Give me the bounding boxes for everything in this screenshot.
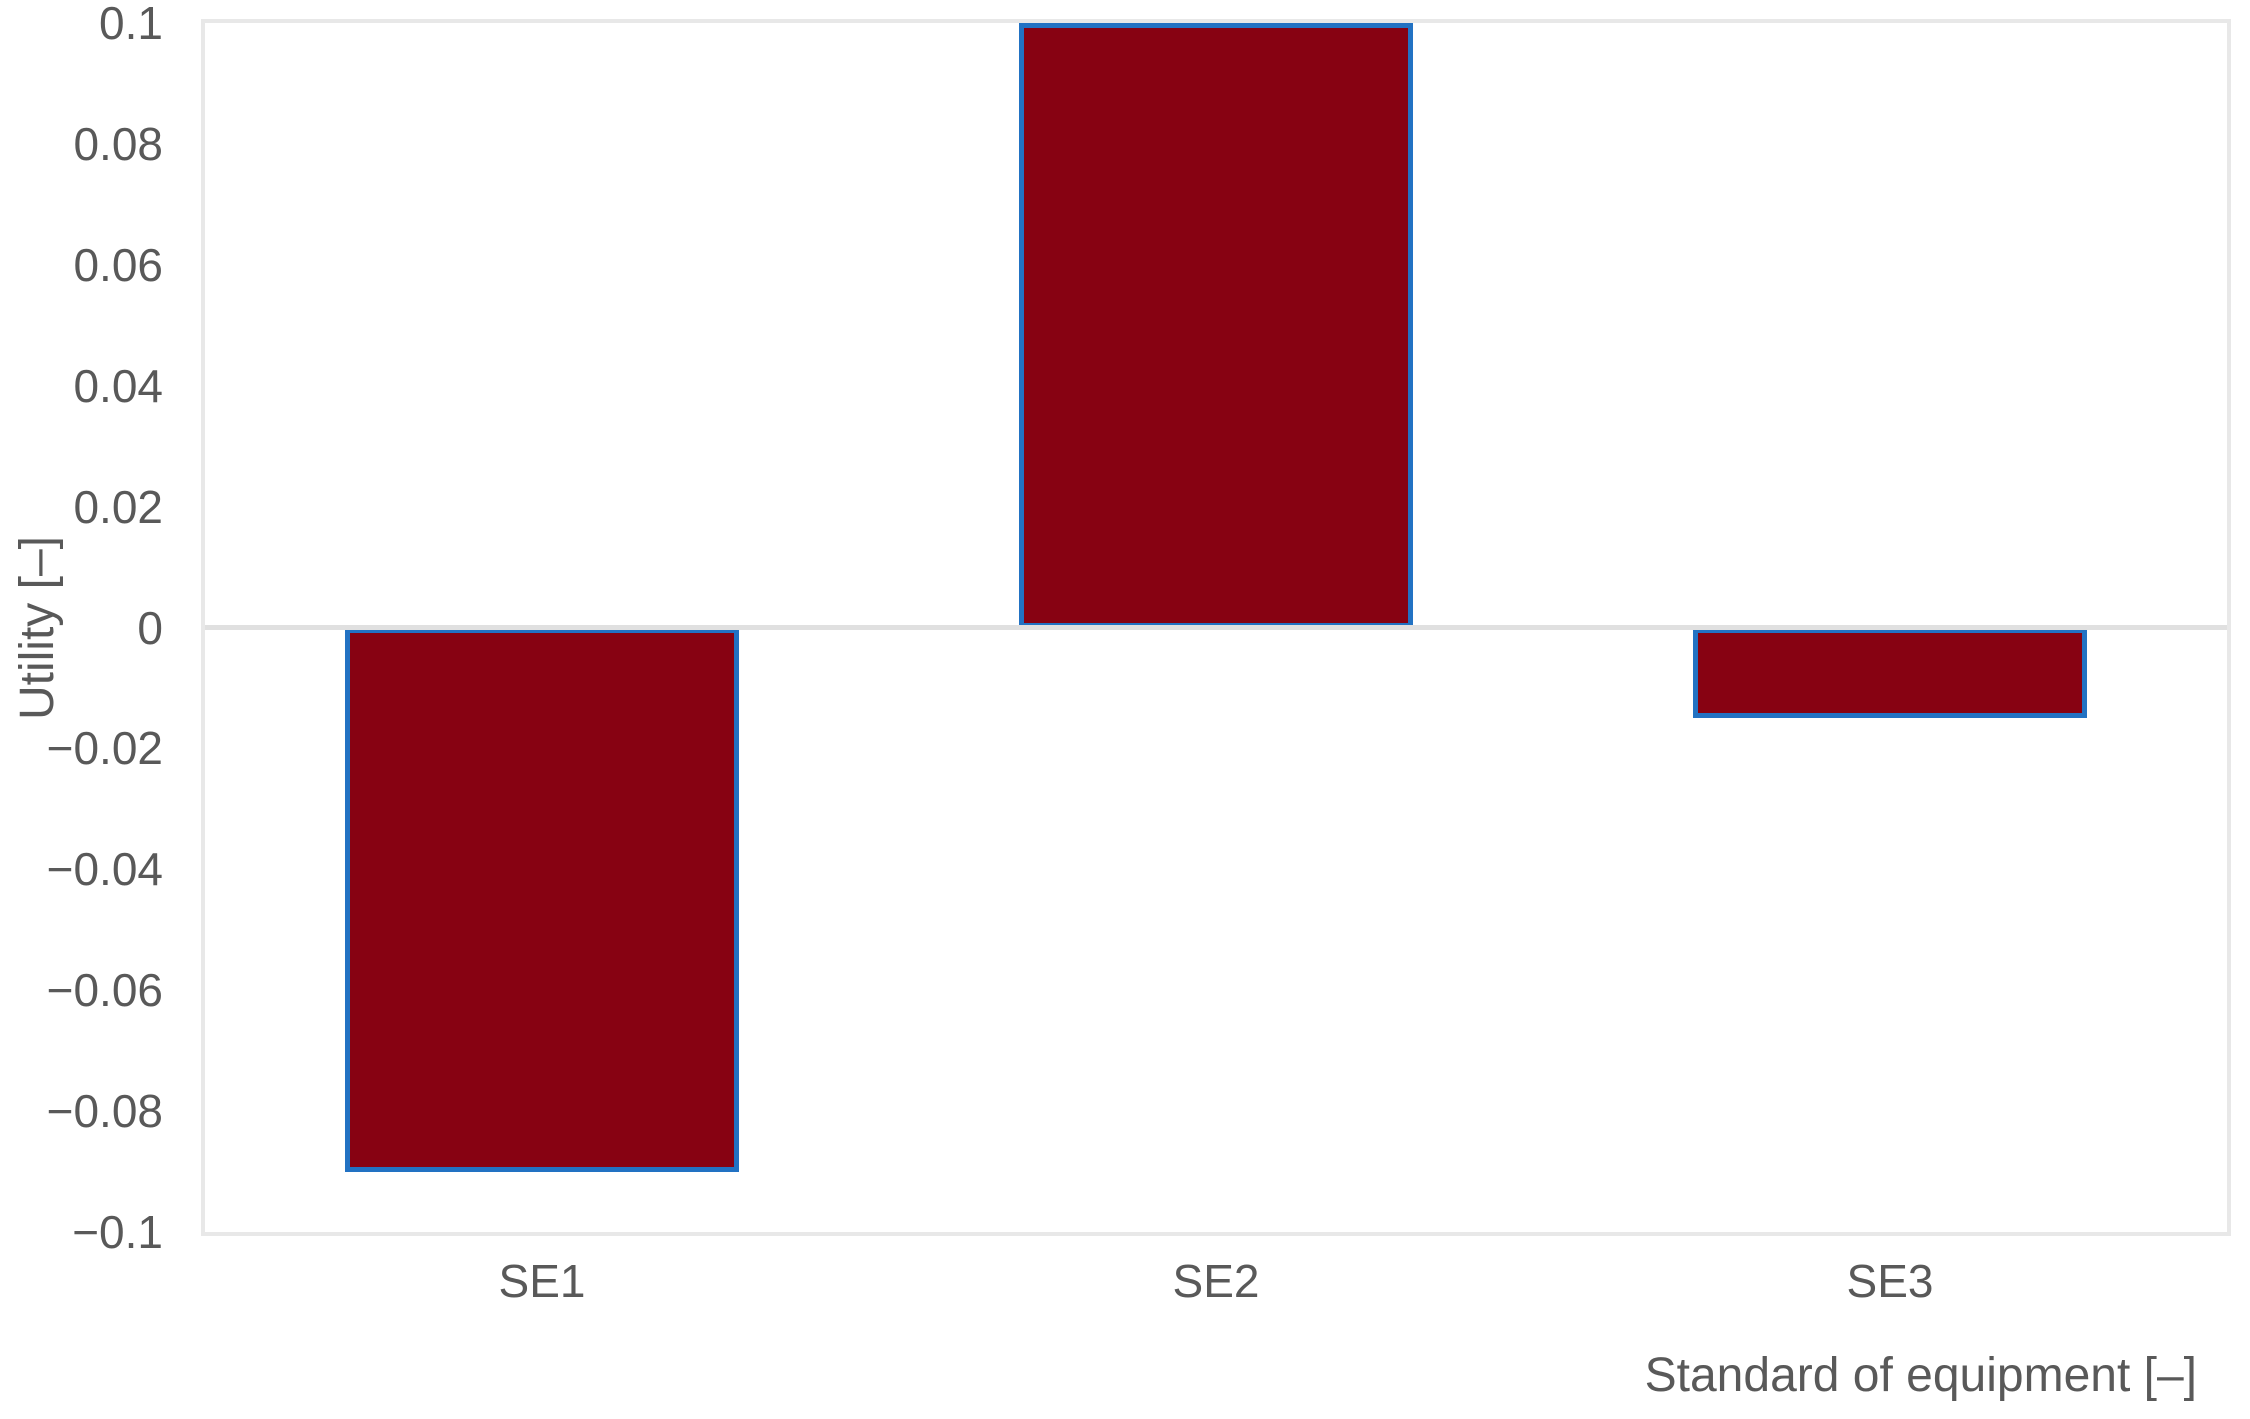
x-category-label-se2: SE2: [1172, 1255, 1260, 1307]
zero-gridline: [205, 625, 2227, 630]
y-tick-label: −0.08: [46, 1085, 163, 1138]
y-tick-label: −0.06: [46, 964, 163, 1017]
bar-se3: [1692, 627, 2088, 719]
y-tick-label: 0: [137, 601, 163, 654]
y-tick-label: 0.1: [99, 0, 163, 49]
y-tick-label: 0.08: [73, 117, 163, 170]
x-category-label-se1: SE1: [498, 1255, 586, 1307]
x-category-label-se3: SE3: [1846, 1255, 1934, 1307]
bar-se2: [1018, 23, 1414, 628]
y-tick-label: −0.1: [72, 1206, 163, 1258]
y-tick-label: −0.04: [46, 843, 163, 896]
y-tick-label: −0.02: [46, 722, 163, 775]
y-tick-label: 0.06: [73, 238, 163, 291]
y-tick-label: 0.04: [73, 359, 163, 412]
y-tick-label: 0.02: [73, 480, 163, 533]
x-axis-title: Standard of equipment [–]: [1644, 1349, 2197, 1402]
bar-se1: [344, 627, 740, 1172]
